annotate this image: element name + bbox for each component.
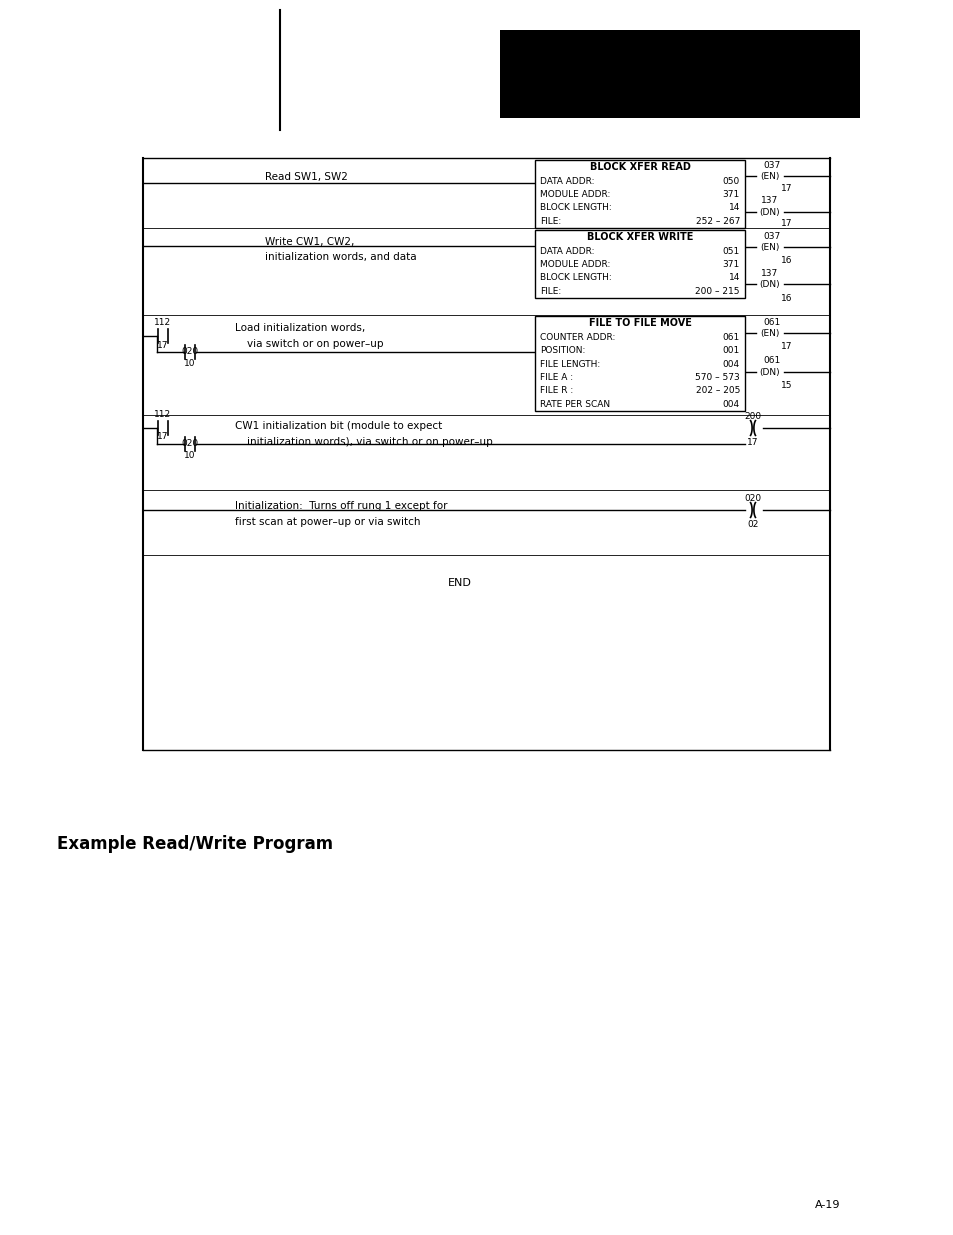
Text: (EN): (EN) (760, 329, 779, 338)
Bar (535, 161, 744, 228)
Text: 17: 17 (781, 184, 792, 193)
Text: PLC–2 Family Processors: PLC–2 Family Processors (513, 80, 664, 93)
Text: 200: 200 (743, 412, 760, 421)
Text: RATE PER SCAN: RATE PER SCAN (539, 400, 610, 409)
Text: 051: 051 (722, 247, 740, 256)
Text: 004: 004 (722, 400, 740, 409)
Text: DATA ADDR:: DATA ADDR: (539, 247, 594, 256)
Text: END: END (448, 578, 472, 588)
Text: 371: 371 (722, 190, 740, 199)
Text: ASCII Module: ASCII Module (513, 65, 595, 78)
Text: MODULE ADDR:: MODULE ADDR: (539, 261, 610, 269)
Text: Write CW1, CW2,: Write CW1, CW2, (265, 237, 354, 247)
Text: initialization words, and data: initialization words, and data (265, 252, 416, 262)
Text: 020: 020 (743, 494, 760, 503)
Text: via switch or on power–up: via switch or on power–up (247, 338, 383, 350)
Text: DATA ADDR:: DATA ADDR: (539, 177, 594, 186)
Text: 570 – 573: 570 – 573 (695, 373, 740, 382)
Text: 371: 371 (722, 261, 740, 269)
Text: 17: 17 (157, 341, 169, 350)
Text: 020: 020 (181, 347, 198, 356)
Text: 050: 050 (722, 177, 740, 186)
Text: Example Read/Write Program: Example Read/Write Program (57, 835, 333, 853)
Text: CW1 initialization bit (module to expect: CW1 initialization bit (module to expect (234, 421, 442, 431)
Bar (535, 230, 744, 298)
Bar (535, 316, 744, 411)
Text: Load initialization words,: Load initialization words, (234, 324, 365, 333)
Text: FILE:: FILE: (539, 287, 560, 295)
Text: BLOCK XFER READ: BLOCK XFER READ (589, 162, 690, 172)
Text: first scan at power–up or via switch: first scan at power–up or via switch (234, 517, 420, 527)
Text: FILE TO FILE MOVE: FILE TO FILE MOVE (588, 317, 691, 329)
Text: 037: 037 (762, 161, 780, 170)
Text: 001: 001 (722, 346, 740, 356)
Bar (499, 30, 859, 119)
Text: Initialization:  Turns off rung 1 except for: Initialization: Turns off rung 1 except … (234, 501, 447, 511)
Text: 02: 02 (746, 520, 758, 529)
Text: POSITION:: POSITION: (539, 346, 585, 356)
Text: (DN): (DN) (759, 280, 780, 289)
Text: Appendix A: Appendix A (513, 44, 607, 61)
Text: 17: 17 (746, 438, 758, 447)
Text: 16: 16 (781, 294, 792, 303)
Text: 061: 061 (762, 317, 780, 327)
Text: (DN): (DN) (759, 207, 780, 217)
Text: 137: 137 (760, 196, 778, 205)
Text: (EN): (EN) (760, 172, 779, 182)
Text: 200 – 215: 200 – 215 (695, 287, 740, 295)
Text: initialization words), via switch or on power–up: initialization words), via switch or on … (247, 437, 493, 447)
Text: 16: 16 (781, 256, 792, 266)
Text: 252 – 267: 252 – 267 (695, 217, 740, 226)
Text: A-19: A-19 (814, 1200, 840, 1210)
Text: 14: 14 (728, 273, 740, 283)
Text: 10: 10 (184, 451, 195, 459)
Text: 137: 137 (760, 269, 778, 278)
Text: 112: 112 (154, 410, 172, 419)
Text: 004: 004 (722, 359, 740, 369)
Text: 17: 17 (157, 432, 169, 441)
Text: FILE R :: FILE R : (539, 387, 573, 395)
Text: 10: 10 (184, 359, 195, 368)
Text: BLOCK LENGTH:: BLOCK LENGTH: (539, 273, 611, 283)
Text: 061: 061 (722, 333, 740, 342)
Text: (DN): (DN) (759, 368, 780, 377)
Text: 037: 037 (762, 232, 780, 241)
Text: 14: 14 (728, 204, 740, 212)
Text: Read SW1, SW2: Read SW1, SW2 (265, 172, 348, 182)
Text: 061: 061 (762, 356, 780, 366)
Text: 15: 15 (781, 382, 792, 390)
Text: BLOCK XFER WRITE: BLOCK XFER WRITE (586, 232, 693, 242)
Text: (EN): (EN) (760, 243, 779, 252)
Text: 17: 17 (781, 219, 792, 228)
Text: FILE A :: FILE A : (539, 373, 573, 382)
Text: 202 – 205: 202 – 205 (695, 387, 740, 395)
Text: 17: 17 (781, 342, 792, 351)
Text: COUNTER ADDR:: COUNTER ADDR: (539, 333, 615, 342)
Text: 112: 112 (154, 317, 172, 327)
Text: FILE LENGTH:: FILE LENGTH: (539, 359, 599, 369)
Text: 020: 020 (181, 438, 198, 448)
Text: MODULE ADDR:: MODULE ADDR: (539, 190, 610, 199)
Text: FILE:: FILE: (539, 217, 560, 226)
Text: BLOCK LENGTH:: BLOCK LENGTH: (539, 204, 611, 212)
